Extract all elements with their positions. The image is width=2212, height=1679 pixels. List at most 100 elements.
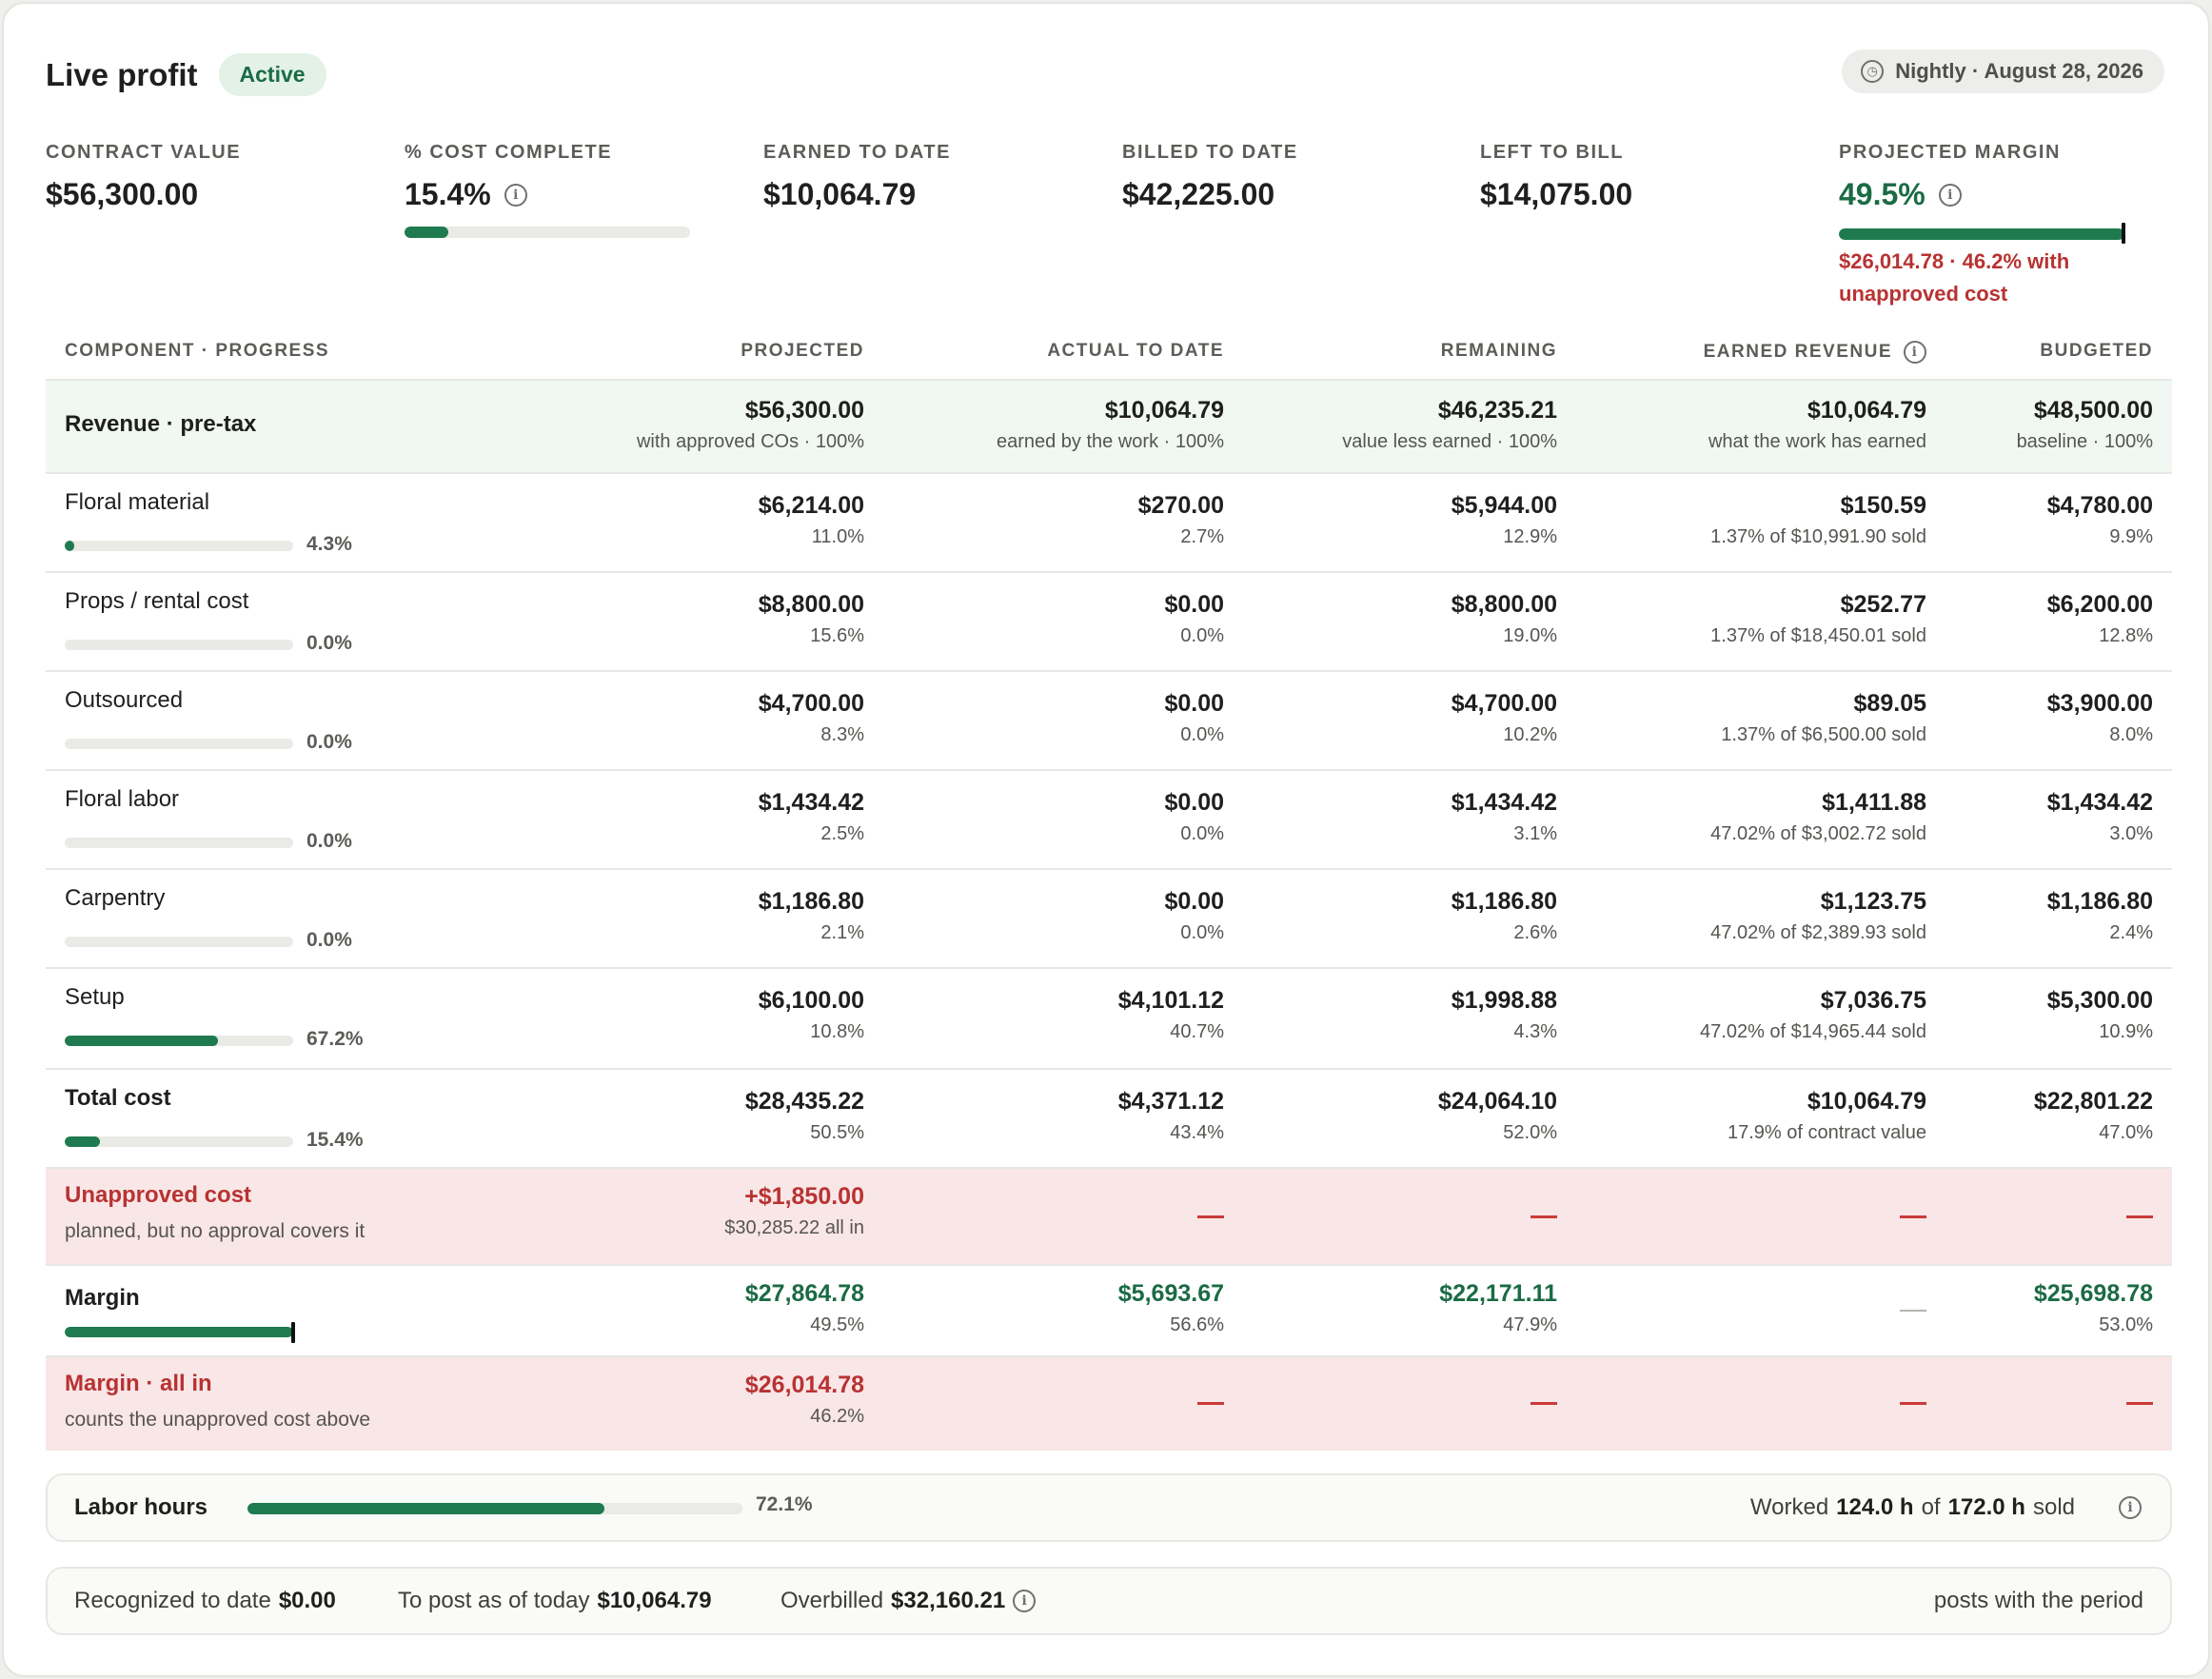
cell-earned: $1,123.75 47.02% of $2,389.93 sold [1710,887,1926,944]
cell-remaining: $4,700.00 10.2% [1452,689,1557,746]
col-component: COMPONENT · PROGRESS [65,341,330,361]
cell-sub: $30,285.22 all in [724,1217,864,1238]
to-post-label: To post as of today [398,1588,590,1613]
row-label: Total cost [65,1085,171,1111]
cell-value: $7,036.75 [1820,987,1926,1014]
cell-value: $46,235.21 [1437,397,1557,424]
overbilled-value: $32,160.21 [891,1588,1006,1613]
cell-sub: 8.0% [2109,724,2153,745]
stat-label: PROJECTED MARGIN [1839,142,2061,163]
cell-earned: $150.59 1.37% of $10,991.90 sold [1710,491,1926,548]
cell-value: $26,014.78 [744,1372,864,1398]
cell-value: $4,780.00 [2046,492,2153,519]
component-progress-pct: 0.0% [306,830,352,852]
cost-complete-bar [405,227,690,238]
cell-actual: $0.00 0.0% [1164,788,1224,845]
info-icon[interactable]: i [2119,1496,2142,1519]
component-progress-pct: 0.0% [306,632,352,654]
info-icon[interactable]: i [504,183,527,207]
cell-value: $5,944.00 [1451,492,1557,519]
cost-complete-fill [405,227,449,238]
component-row[interactable]: Outsourced 0.0% $4,700.00 8.3% $0.00 0.0% $4,… [46,670,2172,769]
worked-prefix: Worked [1749,1494,1829,1520]
labor-hours-panel: Labor hours 72.1% Worked 124.0 h of 172.… [46,1473,2172,1542]
cell-projected: $8,800.00 15.6% [759,590,864,647]
cell-remaining: $46,235.21 value less earned · 100% [1342,396,1557,453]
unapproved-cost-row: Unapproved cost planned, but no approval… [46,1167,2172,1264]
cell-sub: 47.9% [1503,1314,1557,1335]
cell-budgeted: $5,300.00 10.9% [2047,986,2153,1043]
empty-dash [1900,1310,1926,1312]
margin-fill [1839,228,2124,240]
info-icon[interactable]: i [1904,341,1926,364]
component-progress-fill [65,1036,219,1046]
info-icon[interactable]: i [1013,1590,1037,1612]
cell-value: $4,700.00 [1451,690,1557,717]
component-row[interactable]: Setup 67.2% $6,100.00 10.8% $4,101.12 40.7% $… [46,967,2172,1066]
cell-earned: $1,411.88 47.02% of $3,002.72 sold [1710,788,1926,845]
margin-row: Margin $27,864.78 49.5% $5,693.67 56.6% $2… [46,1264,2172,1355]
cell-remaining: $8,800.00 19.0% [1452,590,1557,647]
component-progress-bar [65,541,293,551]
component-row[interactable]: Carpentry 0.0% $1,186.80 2.1% $0.00 0.0% $1,1… [46,868,2172,967]
cell-value: $4,700.00 [758,690,864,717]
component-progress-pct: 0.0% [306,731,352,753]
cell-budgeted: $22,801.22 47.0% [2034,1087,2153,1144]
cell-value: $27,864.78 [744,1280,864,1307]
cell-value: $1,434.42 [1451,789,1557,816]
cell-earned: $10,064.79 what the work has earned [1708,396,1926,453]
cell-sub: what the work has earned [1708,431,1926,452]
clock-icon: ◷ [1861,60,1885,83]
cell-sub: 0.0% [1180,922,1224,943]
cell-sub: 1.37% of $10,991.90 sold [1710,526,1926,547]
overbilled: Overbilled $32,160.21 i [780,1588,1037,1614]
cell-sub: 8.3% [820,724,864,745]
cell-projected: $6,100.00 10.8% [759,986,864,1043]
schedule-label: Nightly · August 28, 2026 [1895,59,2143,83]
cell-projected: $27,864.78 49.5% [745,1279,864,1336]
cell-earned: $10,064.79 17.9% of contract value [1728,1087,1926,1144]
labor-pct: 72.1% [756,1493,813,1515]
cell-sub: 47.02% of $3,002.72 sold [1710,823,1926,844]
row-label: Outsourced [65,687,184,713]
posts-with-period-note: posts with the period [1933,1588,2143,1613]
cell-sub: 52.0% [1503,1122,1557,1143]
cell-value: $5,693.67 [1117,1280,1224,1307]
margin-end-tick [2122,223,2125,244]
cell-actual: $10,064.79 earned by the work · 100% [997,396,1224,453]
posting-panel: Recognized to date $0.00 To post as of to… [46,1567,2172,1635]
schedule-chip[interactable]: ◷ Nightly · August 28, 2026 [1842,49,2164,93]
cell-projected: +$1,850.00 $30,285.22 all in [724,1182,864,1239]
cell-sub: 0.0% [1180,823,1224,844]
info-icon[interactable]: i [1938,183,1962,207]
worked-hours: 124.0 h [1836,1494,1914,1520]
recognized-value: $0.00 [278,1588,336,1613]
stat-value: 49.5% [1839,177,1926,211]
cell-value: $89.05 [1853,690,1926,717]
header: Live profit Active [46,53,326,96]
cell-value: $0.00 [1164,591,1224,618]
cell-sub: 11.0% [811,526,864,547]
stat-value: 15.4% [405,177,491,211]
empty-dash [2126,1215,2153,1218]
labor-worked: Worked 124.0 h of 172.0 h sold [1750,1494,2075,1521]
component-row[interactable]: Floral material 4.3% $6,214.00 11.0% $270.0… [46,472,2172,571]
row-label: Floral material [65,489,210,515]
cell-earned: $89.05 1.37% of $6,500.00 sold [1721,689,1926,746]
margin-unapproved-note: $26,014.78 · 46.2% with unapproved cost [1839,249,2070,306]
component-row[interactable]: Props / rental cost 0.0% $8,800.00 15.6% $0… [46,571,2172,670]
labor-label: Labor hours [74,1494,208,1520]
row-label: Carpentry [65,885,166,911]
cell-sub: 2.6% [1513,922,1557,943]
stat-label: CONTRACT VALUE [46,142,242,163]
cell-sub: 17.9% of contract value [1727,1122,1926,1143]
cell-sub: 50.5% [810,1122,864,1143]
cell-value: $4,371.12 [1117,1088,1224,1115]
cell-projected: $28,435.22 50.5% [745,1087,864,1144]
cell-budgeted: $4,780.00 9.9% [2047,491,2153,548]
col-actual: ACTUAL TO DATE [1047,341,1224,361]
cell-value: $25,698.78 [2033,1280,2153,1307]
stat-label: BILLED TO DATE [1122,142,1298,163]
cell-earned: $252.77 1.37% of $18,450.01 sold [1710,590,1926,647]
component-row[interactable]: Floral labor 0.0% $1,434.42 2.5% $0.00 0.0% $… [46,769,2172,868]
